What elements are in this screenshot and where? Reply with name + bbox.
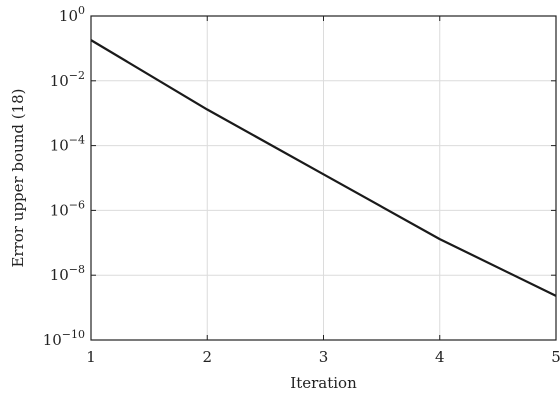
x-tick-label: 1 <box>86 348 96 366</box>
x-axis-title: Iteration <box>290 374 357 392</box>
y-tick-label: 10−6 <box>50 198 85 219</box>
y-tick-label: 10−10 <box>43 328 85 349</box>
y-tick-label: 10−4 <box>50 134 85 155</box>
grid-lines <box>91 16 556 340</box>
x-tick-label: 5 <box>551 348 560 366</box>
y-tick-label: 100 <box>59 4 85 25</box>
x-tick-label: 2 <box>202 348 212 366</box>
series-line <box>90 39 557 297</box>
axis-ticks <box>90 15 557 341</box>
y-tick-label: 10−2 <box>50 69 85 90</box>
x-tick-label: 4 <box>435 348 445 366</box>
x-tick-label: 3 <box>319 348 329 366</box>
series-layer <box>90 39 557 297</box>
x-tick-labels: 1 2 3 4 5 <box>86 348 560 366</box>
y-tick-label: 10−8 <box>50 263 85 284</box>
y-axis-title: Error upper bound (18) <box>9 88 27 267</box>
y-tick-labels: 100 10−2 10−4 10−6 10−8 10−10 <box>43 4 85 349</box>
